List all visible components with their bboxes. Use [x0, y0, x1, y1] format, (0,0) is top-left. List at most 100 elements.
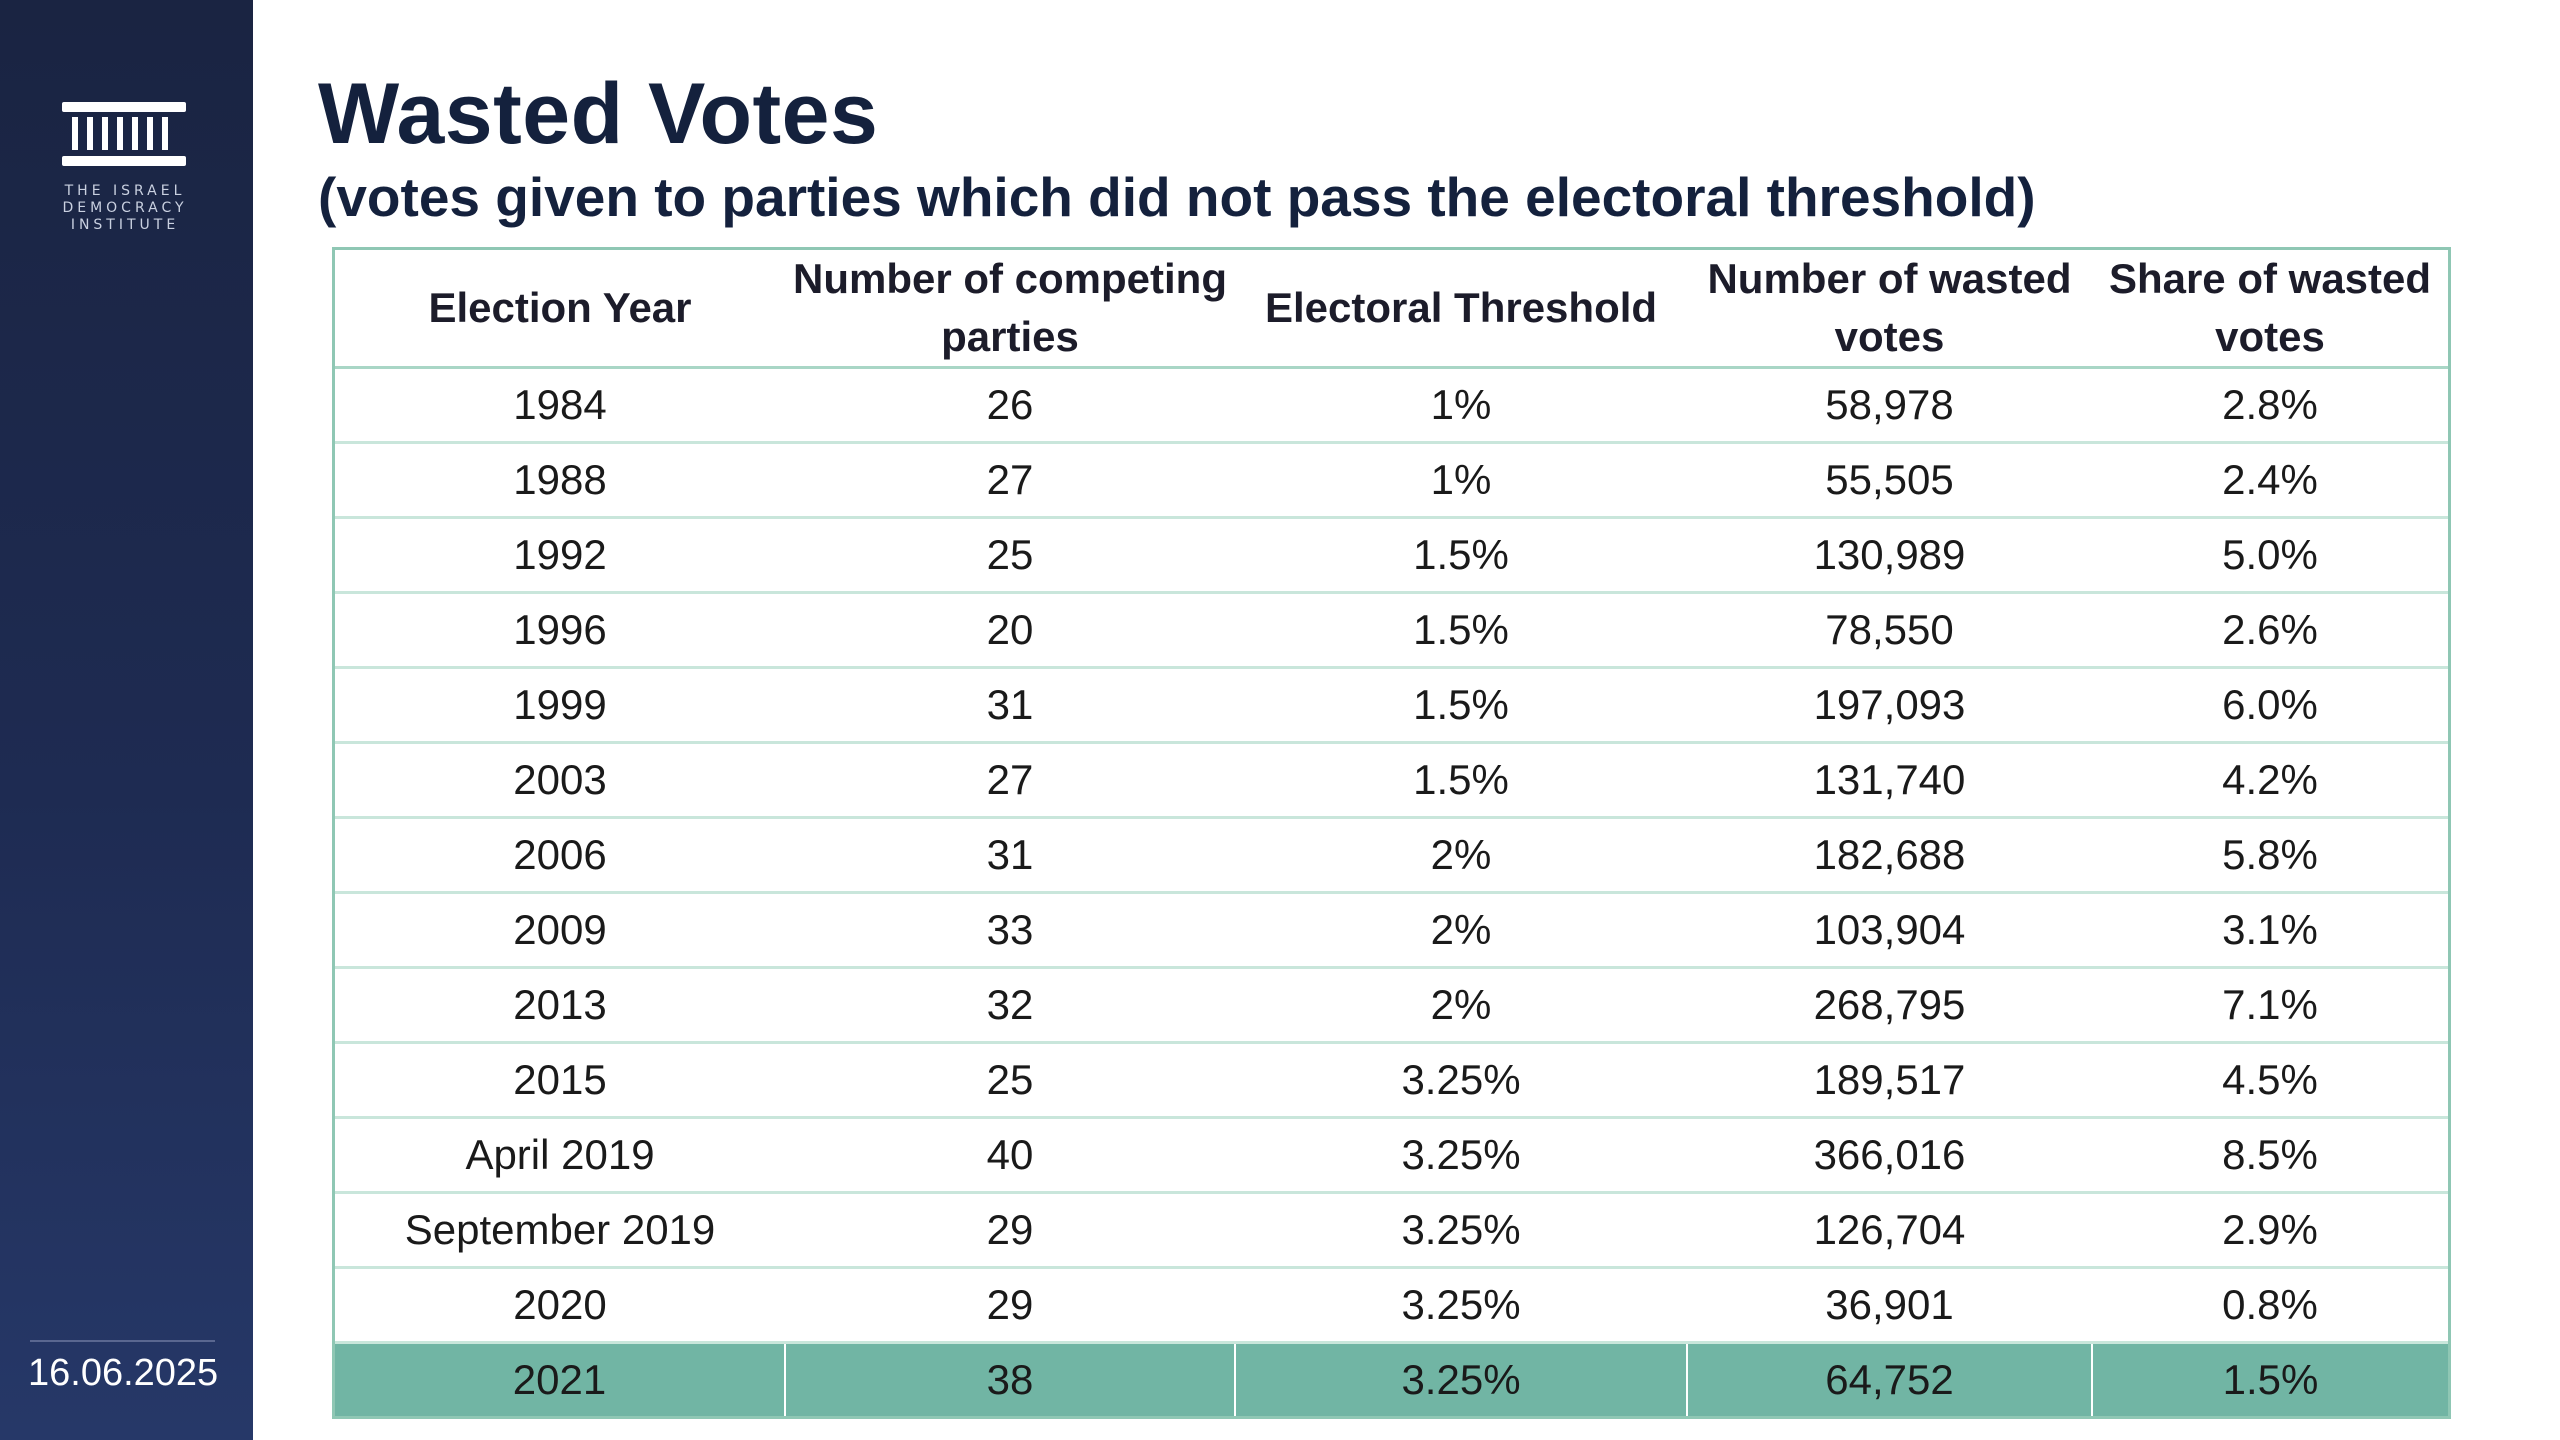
cell-election-year: 1984 — [335, 367, 785, 444]
cell-electoral-threshold: 2% — [1235, 967, 1687, 1044]
table-row: 2003 27 1.5% 131,740 4.2% — [335, 742, 2448, 819]
cell-electoral-threshold: 1.5% — [1235, 742, 1687, 819]
wasted-votes-table-frame: Election Year Number of competing partie… — [332, 247, 2451, 1419]
table-row: 2009 33 2% 103,904 3.1% — [335, 892, 2448, 969]
header-competing-parties: Number of competing parties — [785, 250, 1235, 369]
cell-election-year: 2003 — [335, 742, 785, 819]
cell-election-year: 2021 — [335, 1342, 785, 1416]
cell-share-wasted-votes: 3.1% — [2092, 892, 2448, 969]
table-row: 2020 29 3.25% 36,901 0.8% — [335, 1267, 2448, 1344]
cell-electoral-threshold: 1.5% — [1235, 667, 1687, 744]
cell-competing-parties: 31 — [785, 817, 1235, 894]
table-row: September 2019 29 3.25% 126,704 2.9% — [335, 1192, 2448, 1269]
cell-electoral-threshold: 3.25% — [1235, 1192, 1687, 1269]
cell-competing-parties: 31 — [785, 667, 1235, 744]
cell-wasted-votes: 126,704 — [1687, 1192, 2092, 1269]
cell-election-year: 1988 — [335, 442, 785, 519]
cell-share-wasted-votes: 2.9% — [2092, 1192, 2448, 1269]
table-body: 1984 26 1% 58,978 2.8% 1988 27 1% 55,505 2.4% 1992… — [335, 367, 2448, 1416]
cell-electoral-threshold: 1.5% — [1235, 592, 1687, 669]
cell-share-wasted-votes: 4.2% — [2092, 742, 2448, 819]
cell-electoral-threshold: 3.25% — [1235, 1042, 1687, 1119]
cell-wasted-votes: 36,901 — [1687, 1267, 2092, 1344]
table-header-row: Election Year Number of competing partie… — [335, 250, 2448, 369]
header-electoral-threshold: Electoral Threshold — [1235, 250, 1687, 369]
logo-line: The Israel — [64, 183, 186, 199]
sidebar: The Israel Democracy Institute 16.06.202… — [0, 0, 253, 1440]
date-divider — [30, 1340, 215, 1342]
logo-line: Institute — [70, 217, 180, 233]
cell-election-year: 1996 — [335, 592, 785, 669]
cell-electoral-threshold: 3.25% — [1235, 1267, 1687, 1344]
cell-election-year: 2006 — [335, 817, 785, 894]
cell-competing-parties: 25 — [785, 1042, 1235, 1119]
cell-electoral-threshold: 1.5% — [1235, 517, 1687, 594]
cell-share-wasted-votes: 7.1% — [2092, 967, 2448, 1044]
cell-wasted-votes: 189,517 — [1687, 1042, 2092, 1119]
cell-competing-parties: 40 — [785, 1117, 1235, 1194]
cell-electoral-threshold: 2% — [1235, 892, 1687, 969]
cell-share-wasted-votes: 1.5% — [2091, 1342, 2448, 1416]
cell-competing-parties: 27 — [785, 442, 1235, 519]
cell-wasted-votes: 366,016 — [1687, 1117, 2092, 1194]
slide-title: Wasted Votes — [318, 66, 879, 162]
cell-share-wasted-votes: 6.0% — [2092, 667, 2448, 744]
cell-electoral-threshold: 1% — [1235, 367, 1687, 444]
cell-share-wasted-votes: 2.4% — [2092, 442, 2448, 519]
cell-election-year: 1992 — [335, 517, 785, 594]
cell-wasted-votes: 64,752 — [1686, 1342, 2092, 1416]
cell-wasted-votes: 78,550 — [1687, 592, 2092, 669]
table-row: 2006 31 2% 182,688 5.8% — [335, 817, 2448, 894]
cell-wasted-votes: 131,740 — [1687, 742, 2092, 819]
cell-share-wasted-votes: 8.5% — [2092, 1117, 2448, 1194]
cell-election-year: 2009 — [335, 892, 785, 969]
cell-competing-parties: 20 — [785, 592, 1235, 669]
cell-election-year: 1999 — [335, 667, 785, 744]
wasted-votes-table: Election Year Number of competing partie… — [335, 250, 2448, 1416]
cell-competing-parties: 29 — [785, 1192, 1235, 1269]
cell-wasted-votes: 268,795 — [1687, 967, 2092, 1044]
cell-wasted-votes: 182,688 — [1687, 817, 2092, 894]
cell-competing-parties: 38 — [784, 1342, 1235, 1416]
table-row: April 2019 40 3.25% 366,016 8.5% — [335, 1117, 2448, 1194]
table-row: 1996 20 1.5% 78,550 2.6% — [335, 592, 2448, 669]
table-row: 1984 26 1% 58,978 2.8% — [335, 367, 2448, 444]
table-row: 1988 27 1% 55,505 2.4% — [335, 442, 2448, 519]
cell-election-year: 2015 — [335, 1042, 785, 1119]
cell-share-wasted-votes: 2.6% — [2092, 592, 2448, 669]
table-row: 2015 25 3.25% 189,517 4.5% — [335, 1042, 2448, 1119]
israel-democracy-institute-logo-icon — [62, 102, 186, 166]
cell-wasted-votes: 103,904 — [1687, 892, 2092, 969]
cell-electoral-threshold: 1% — [1235, 442, 1687, 519]
cell-electoral-threshold: 2% — [1235, 817, 1687, 894]
cell-share-wasted-votes: 5.8% — [2092, 817, 2448, 894]
cell-competing-parties: 29 — [785, 1267, 1235, 1344]
cell-election-year: April 2019 — [335, 1117, 785, 1194]
cell-competing-parties: 27 — [785, 742, 1235, 819]
cell-competing-parties: 25 — [785, 517, 1235, 594]
logo-wordmark: The Israel Democracy Institute — [40, 183, 210, 234]
cell-wasted-votes: 58,978 — [1687, 367, 2092, 444]
cell-share-wasted-votes: 2.8% — [2092, 367, 2448, 444]
header-election-year: Election Year — [335, 250, 785, 369]
cell-competing-parties: 33 — [785, 892, 1235, 969]
cell-share-wasted-votes: 4.5% — [2092, 1042, 2448, 1119]
cell-wasted-votes: 130,989 — [1687, 517, 2092, 594]
logo-line: Democracy — [62, 200, 188, 216]
cell-electoral-threshold: 3.25% — [1234, 1342, 1687, 1416]
header-wasted-votes: Number of wasted votes — [1687, 250, 2092, 369]
table-row: 2013 32 2% 268,795 7.1% — [335, 967, 2448, 1044]
cell-competing-parties: 32 — [785, 967, 1235, 1044]
slide-subtitle: (votes given to parties which did not pa… — [318, 166, 2036, 228]
table-row: 2021 38 3.25% 64,752 1.5% — [335, 1342, 2448, 1416]
cell-election-year: 2013 — [335, 967, 785, 1044]
cell-wasted-votes: 55,505 — [1687, 442, 2092, 519]
cell-competing-parties: 26 — [785, 367, 1235, 444]
cell-wasted-votes: 197,093 — [1687, 667, 2092, 744]
cell-share-wasted-votes: 5.0% — [2092, 517, 2448, 594]
cell-share-wasted-votes: 0.8% — [2092, 1267, 2448, 1344]
table-row: 1999 31 1.5% 197,093 6.0% — [335, 667, 2448, 744]
table-row: 1992 25 1.5% 130,989 5.0% — [335, 517, 2448, 594]
cell-election-year: 2020 — [335, 1267, 785, 1344]
